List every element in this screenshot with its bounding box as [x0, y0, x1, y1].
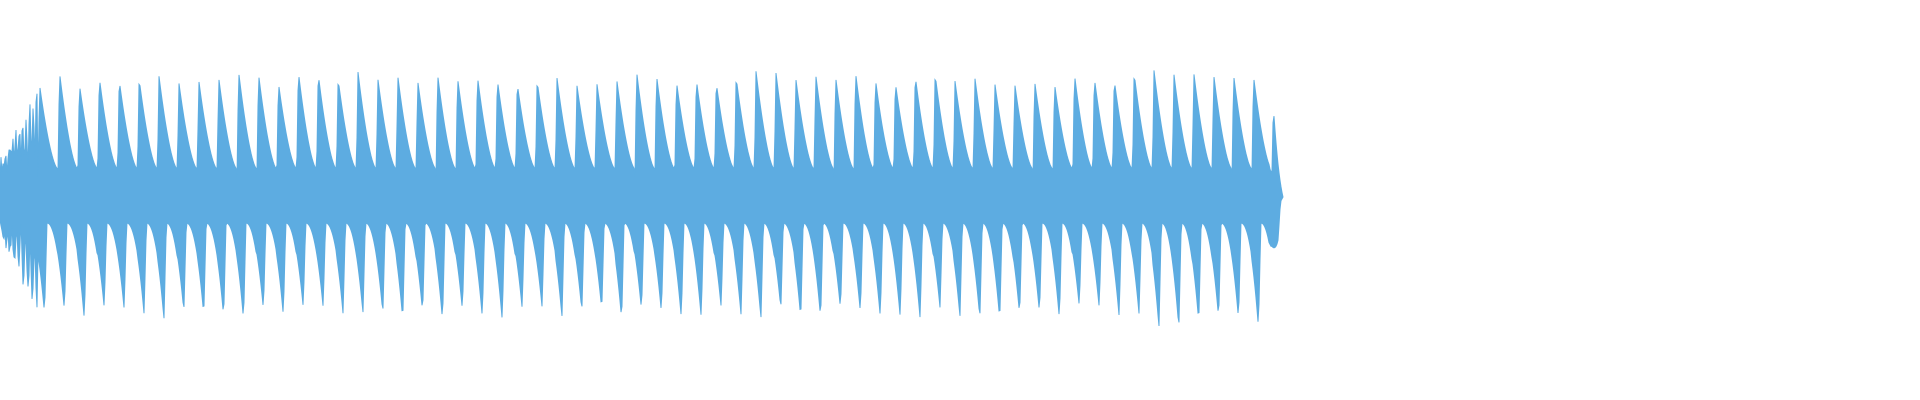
waveform [0, 70, 1284, 327]
